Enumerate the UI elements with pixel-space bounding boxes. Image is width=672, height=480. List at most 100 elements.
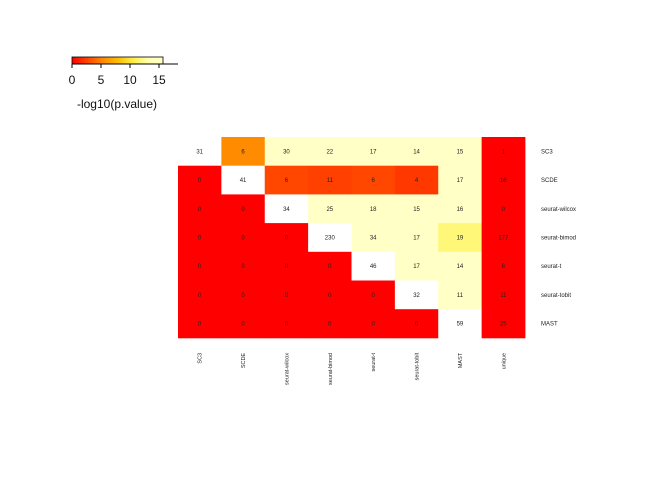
cell-value-label: 14 bbox=[457, 264, 464, 270]
legend-color-step bbox=[101, 57, 105, 64]
cell-value-label: 25 bbox=[500, 322, 507, 328]
legend-color-step bbox=[97, 57, 100, 64]
row-label: seurat-bimod bbox=[541, 235, 576, 241]
legend-tick-label: 5 bbox=[98, 73, 105, 87]
heatmap-cell bbox=[351, 194, 396, 224]
legend-tick-label: 0 bbox=[69, 73, 76, 87]
legend-color-step bbox=[110, 57, 114, 64]
cell-value-label: 15 bbox=[413, 207, 420, 213]
heatmap-cell bbox=[221, 137, 266, 167]
heatmap-cell bbox=[221, 194, 266, 224]
heatmap-cell bbox=[438, 137, 483, 167]
cell-value-label: 0 bbox=[198, 207, 202, 213]
heatmap-cell bbox=[351, 165, 396, 195]
heatmap-cell bbox=[178, 165, 222, 195]
legend-color-step bbox=[106, 57, 109, 64]
heatmap-cell bbox=[178, 280, 222, 310]
heatmap-cell bbox=[351, 223, 396, 253]
legend-color-step bbox=[108, 57, 111, 64]
cell-value-label: 17 bbox=[370, 149, 377, 155]
heatmap-cell bbox=[308, 280, 352, 310]
column-label: seurat-bimod bbox=[328, 353, 334, 385]
legend-color-step bbox=[128, 57, 132, 64]
cell-value-label: 6 bbox=[502, 264, 506, 270]
cell-value-label: 0 bbox=[285, 235, 289, 241]
cell-value-label: 0 bbox=[241, 293, 245, 299]
column-label: unique bbox=[501, 353, 507, 370]
legend-color-step bbox=[81, 57, 84, 64]
legend-tick-label: 10 bbox=[123, 73, 137, 87]
legend-color-bar bbox=[72, 57, 164, 64]
cell-value-label: 30 bbox=[283, 149, 290, 155]
row-label: SCDE bbox=[541, 178, 558, 184]
column-label: MAST bbox=[458, 352, 464, 368]
cell-value-label: 14 bbox=[413, 149, 420, 155]
heatmap-cell bbox=[178, 194, 222, 224]
column-label: seurat-t bbox=[371, 352, 377, 371]
cell-value-label: 0 bbox=[241, 264, 245, 270]
cell-value-label: 0 bbox=[198, 264, 202, 270]
legend-color-step bbox=[122, 57, 125, 64]
cell-value-label: 0 bbox=[241, 207, 245, 213]
cell-value-label: 230 bbox=[325, 235, 336, 241]
cell-value-label: 22 bbox=[326, 149, 333, 155]
heatmap-cell bbox=[308, 137, 352, 167]
heatmap-cell bbox=[264, 280, 309, 310]
legend-color-step bbox=[76, 57, 80, 64]
column-label: seurat-wilcox bbox=[284, 353, 290, 385]
cell-value-label: 0 bbox=[328, 264, 332, 270]
legend-color-step bbox=[85, 57, 89, 64]
cell-value-label: 16 bbox=[500, 178, 507, 184]
heatmap-cell bbox=[438, 223, 483, 253]
row-label: SC3 bbox=[541, 149, 553, 155]
cell-value-label: 11 bbox=[457, 293, 464, 299]
legend-color-step bbox=[74, 57, 77, 64]
heatmap-cell bbox=[438, 194, 483, 224]
cell-value-label: 19 bbox=[457, 235, 464, 241]
cell-value-label: 4 bbox=[415, 178, 419, 184]
cell-value-label: 34 bbox=[283, 207, 290, 213]
heatmap-cell bbox=[351, 309, 396, 339]
legend-color-step bbox=[72, 57, 75, 64]
heatmap-cell bbox=[481, 165, 526, 195]
legend-color-step bbox=[149, 57, 152, 64]
heatmap-cell bbox=[178, 223, 222, 253]
row-labels: SC3 SCDE seurat-wilcox seurat-bimod seurat-t… bbox=[541, 149, 576, 327]
row-label: seurat-t bbox=[541, 264, 562, 270]
legend-color-step bbox=[83, 57, 86, 64]
heatmap-cell bbox=[394, 309, 439, 339]
heatmap-cell bbox=[221, 280, 266, 310]
legend-color-step bbox=[135, 57, 139, 64]
color-legend: 0 5 10 15 -log10(p.value) bbox=[69, 56, 178, 111]
heatmap-cell bbox=[438, 251, 483, 281]
legend-ticks: 0 5 10 15 bbox=[69, 64, 166, 87]
legend-color-step bbox=[99, 57, 102, 64]
legend-color-step bbox=[92, 57, 96, 64]
column-labels: SC3 SCDE seurat-wilcox seurat-bimod seurat-t… bbox=[198, 352, 508, 385]
cell-value-label: 11 bbox=[327, 178, 334, 184]
cell-value-label: 0 bbox=[241, 235, 245, 241]
heatmap-cell bbox=[481, 194, 526, 224]
heatmap-cell bbox=[178, 251, 222, 281]
row-label: seurat-wilcox bbox=[541, 207, 576, 213]
heatmap-cell bbox=[394, 165, 439, 195]
heatmap-cell bbox=[264, 251, 309, 281]
legend-color-step bbox=[153, 57, 157, 64]
heatmap-cell bbox=[264, 309, 309, 339]
heatmap-cell bbox=[394, 280, 439, 310]
cell-value-label: 0 bbox=[285, 264, 289, 270]
heatmap-cell bbox=[308, 165, 352, 195]
legend-color-step bbox=[124, 57, 127, 64]
cell-value-label: 0 bbox=[241, 322, 245, 328]
legend-color-step bbox=[133, 57, 136, 64]
heatmap-cell bbox=[221, 309, 266, 339]
heatmap-cell bbox=[481, 309, 526, 339]
cell-value-label: 0 bbox=[415, 322, 419, 328]
heatmap-cell bbox=[264, 194, 309, 224]
legend-color-step bbox=[115, 57, 118, 64]
heatmap-cell bbox=[308, 223, 352, 253]
cell-value-label: 0 bbox=[285, 322, 289, 328]
cell-value-label: 6 bbox=[372, 178, 376, 184]
legend-color-step bbox=[158, 57, 162, 64]
